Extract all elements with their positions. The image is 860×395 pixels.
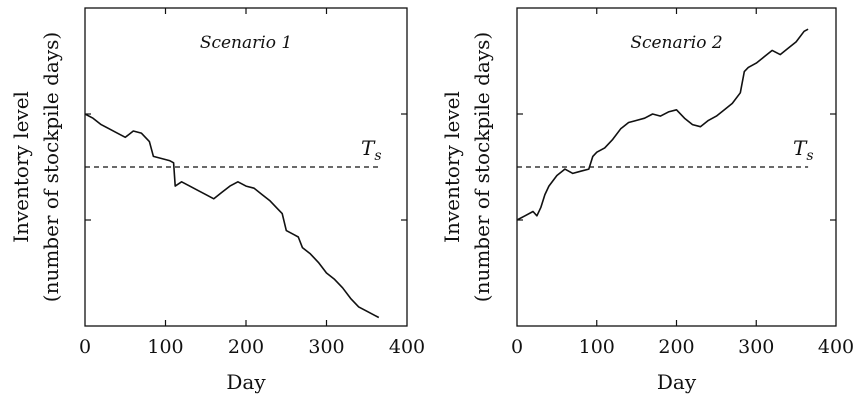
y-axis-label-line-2: (number of stockpile days) bbox=[39, 32, 63, 302]
y-axis-label-line-2: (number of stockpile days) bbox=[470, 32, 494, 302]
x-tick-label: 300 bbox=[308, 336, 344, 358]
x-tick-label: 100 bbox=[579, 336, 615, 358]
threshold-label: Ts bbox=[361, 136, 382, 164]
x-axis-label: Day bbox=[657, 370, 697, 394]
series-line bbox=[516, 28, 809, 221]
x-tick-label: 200 bbox=[228, 336, 264, 358]
chart-panel-1: 0 100 200 300 400 Ts Scenario 1 Day Inventory le… bbox=[9, 7, 425, 394]
x-tick-label: 200 bbox=[658, 336, 694, 358]
chart-title: Scenario 1 bbox=[200, 33, 292, 53]
threshold-label-subscript: s bbox=[806, 148, 813, 164]
x-tick-label: 0 bbox=[79, 336, 91, 358]
x-tick-label: 300 bbox=[738, 336, 774, 358]
chart-title: Scenario 2 bbox=[630, 33, 722, 53]
x-tick-label: 400 bbox=[818, 336, 854, 358]
x-tick-label: 400 bbox=[389, 336, 425, 358]
x-tick-label: 0 bbox=[511, 336, 523, 358]
y-axis-label-line-1: Inventory level bbox=[9, 91, 33, 243]
y-axis-label-line-1: Inventory level bbox=[440, 91, 464, 243]
chart-panel-2: 0 100 200 300 400 Ts Scenario 2 Day Inventory le… bbox=[440, 7, 854, 394]
threshold-label: Ts bbox=[793, 136, 814, 164]
threshold-label-subscript: s bbox=[374, 148, 381, 164]
series-line bbox=[84, 113, 380, 319]
x-axis-label: Day bbox=[226, 370, 266, 394]
x-tick-label: 100 bbox=[147, 336, 183, 358]
